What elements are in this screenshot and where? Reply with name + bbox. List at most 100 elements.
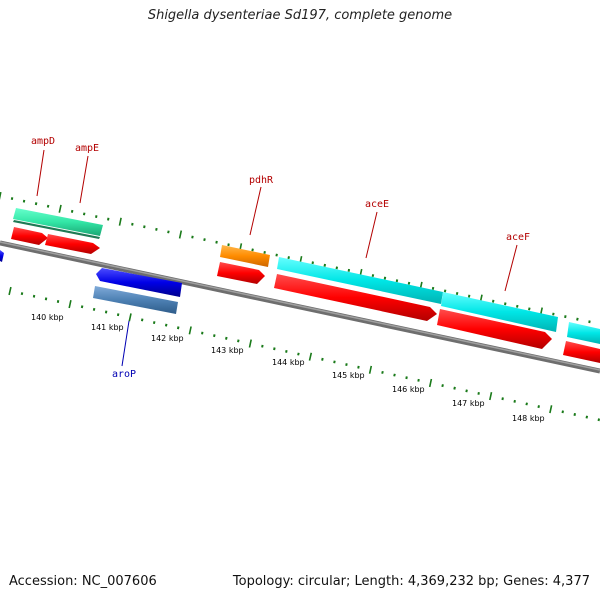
tick-mark bbox=[561, 410, 564, 414]
gene-lpd-cyan[interactable] bbox=[567, 322, 600, 344]
tick-mark bbox=[491, 299, 495, 303]
gene-lpd[interactable] bbox=[563, 341, 600, 363]
tick-mark bbox=[597, 418, 600, 422]
tick-mark bbox=[248, 339, 252, 348]
gene-aceE[interactable] bbox=[274, 274, 437, 321]
gene-label-aroP: aroP bbox=[112, 369, 136, 380]
tick-mark bbox=[227, 243, 230, 247]
tick-mark bbox=[92, 307, 96, 311]
tick-mark bbox=[164, 323, 168, 327]
tick-mark bbox=[552, 312, 555, 316]
gene-ampD-inner bbox=[13, 220, 100, 239]
tick-mark bbox=[188, 326, 192, 335]
tick-mark bbox=[443, 289, 447, 293]
tick-mark bbox=[395, 279, 399, 283]
tick-mark bbox=[381, 370, 384, 374]
gene-edge-blue[interactable] bbox=[0, 250, 4, 262]
tick-mark bbox=[32, 294, 36, 298]
tick-mark bbox=[34, 202, 38, 206]
gene-label-ampD: ampD bbox=[31, 136, 55, 147]
gene-aceF[interactable] bbox=[437, 309, 552, 349]
tick-mark bbox=[347, 268, 351, 272]
tick-mark bbox=[345, 363, 348, 366]
gene-aroP-steel[interactable] bbox=[93, 286, 178, 314]
tick-mark bbox=[104, 310, 108, 314]
tick-mark bbox=[95, 215, 98, 218]
tick-mark bbox=[537, 405, 540, 409]
scale-label-140: 140 kbp bbox=[31, 313, 64, 322]
tick-mark bbox=[44, 297, 48, 301]
tick-mark bbox=[155, 227, 158, 231]
label-leaders bbox=[36, 149, 518, 367]
scale-label-145: 145 kbp bbox=[332, 371, 365, 380]
tick-mark bbox=[80, 305, 84, 309]
tick-mark bbox=[176, 326, 180, 330]
tick-mark bbox=[417, 378, 420, 382]
tick-mark bbox=[335, 266, 339, 270]
tick-mark bbox=[203, 238, 206, 242]
tick-mark bbox=[68, 300, 72, 309]
tick-mark bbox=[107, 217, 110, 221]
tick-mark bbox=[140, 318, 144, 322]
tick-mark bbox=[285, 350, 288, 353]
tick-mark bbox=[56, 300, 60, 303]
tick-mark bbox=[576, 317, 579, 321]
tick-mark bbox=[82, 212, 86, 216]
tick-mark bbox=[585, 415, 589, 419]
tick-mark bbox=[588, 320, 591, 324]
tick-mark bbox=[0, 191, 2, 200]
tick-mark bbox=[311, 261, 314, 265]
scale-label-148: 148 kbp bbox=[512, 414, 545, 423]
tick-mark bbox=[333, 360, 336, 364]
tick-mark bbox=[477, 392, 480, 395]
tick-mark bbox=[118, 217, 122, 226]
tick-mark bbox=[489, 392, 493, 401]
genome-summary: Topology: circular; Length: 4,369,232 bp… bbox=[232, 574, 590, 589]
tick-mark bbox=[383, 276, 387, 280]
gene-pdhR-orange[interactable] bbox=[220, 245, 270, 267]
tick-mark bbox=[455, 291, 459, 296]
tick-mark bbox=[549, 405, 553, 414]
tick-mark bbox=[441, 384, 444, 388]
tick-mark bbox=[513, 399, 516, 403]
tick-mark bbox=[431, 286, 435, 290]
gene-label-aceE: aceE bbox=[365, 199, 389, 210]
tick-mark bbox=[516, 304, 519, 308]
tick-mark bbox=[58, 204, 62, 213]
tick-mark bbox=[407, 281, 411, 285]
gene-ampD[interactable] bbox=[13, 208, 103, 236]
gene-pdhR[interactable] bbox=[217, 262, 265, 284]
tick-mark bbox=[275, 253, 278, 257]
tick-mark bbox=[261, 344, 264, 348]
tick-mark bbox=[22, 199, 26, 203]
tick-mark bbox=[525, 402, 528, 406]
tick-mark bbox=[428, 378, 433, 388]
gene-ampE-red-1[interactable] bbox=[11, 227, 48, 245]
tick-mark bbox=[405, 376, 408, 380]
tick-mark bbox=[116, 313, 120, 317]
tick-mark bbox=[564, 315, 567, 319]
gene-aceE-cyan[interactable] bbox=[277, 257, 443, 304]
tick-mark bbox=[501, 397, 504, 401]
tick-mark bbox=[20, 292, 24, 296]
tick-mark bbox=[70, 209, 74, 213]
tick-mark bbox=[467, 294, 471, 298]
tick-mark bbox=[453, 386, 456, 390]
gene-ampE[interactable] bbox=[45, 234, 100, 254]
gene-aroP[interactable] bbox=[96, 268, 182, 297]
accession-text: Accession: NC_007606 bbox=[9, 574, 157, 589]
tick-mark bbox=[504, 302, 507, 306]
tick-mark bbox=[225, 336, 228, 340]
tick-mark bbox=[393, 373, 396, 377]
tick-mark bbox=[131, 222, 134, 226]
tick-mark bbox=[465, 389, 468, 393]
tick-mark bbox=[191, 235, 194, 239]
gene-aceF-cyan[interactable] bbox=[441, 292, 558, 332]
tick-mark bbox=[128, 313, 132, 322]
scale-label-143: 143 kbp bbox=[211, 346, 244, 355]
tick-mark bbox=[10, 197, 14, 200]
reverse-features bbox=[0, 250, 182, 314]
tick-mark bbox=[263, 251, 266, 254]
scale-label-146: 146 kbp bbox=[392, 385, 425, 394]
tick-mark bbox=[167, 230, 170, 234]
